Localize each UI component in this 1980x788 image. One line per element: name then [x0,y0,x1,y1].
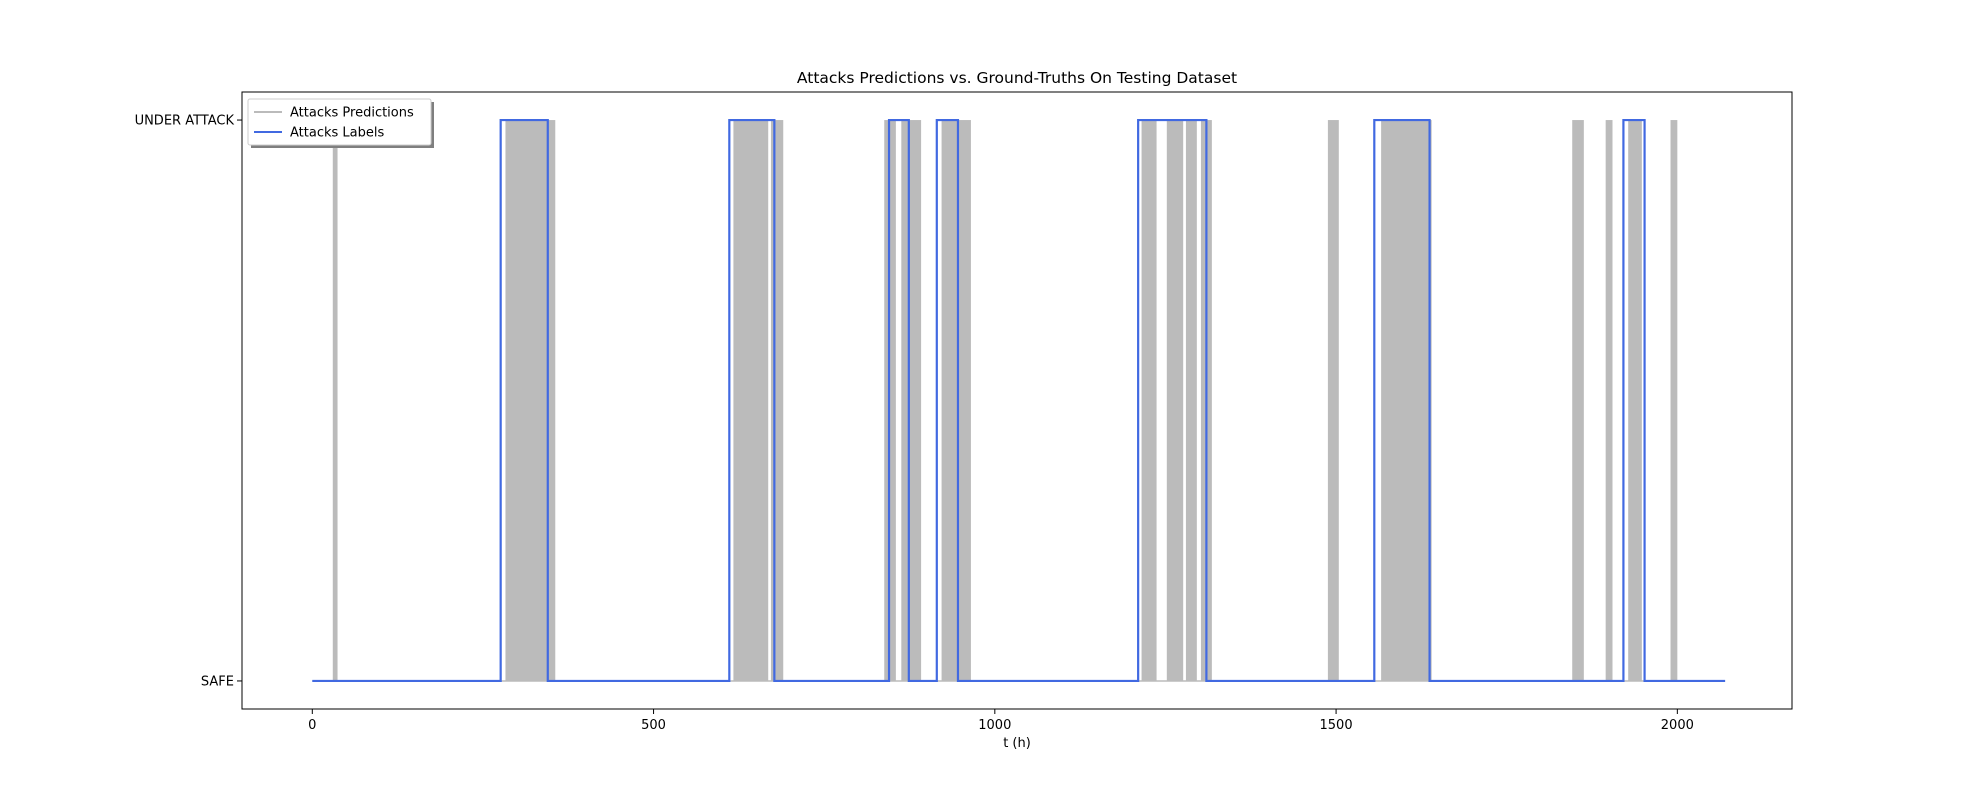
x-tick-label: 1000 [978,718,1011,733]
labels-line [312,118,1726,683]
x-tick-label: 1500 [1320,718,1353,733]
prediction-interval [1628,120,1642,681]
prediction-interval [1670,120,1678,681]
axes-frame [241,91,1793,710]
prediction-interval [941,120,971,681]
x-axis-label: t (h) [1003,736,1031,751]
x-tick-label: 500 [641,718,666,733]
prediction-interval [1185,120,1197,681]
prediction-interval [1381,120,1432,681]
prediction-interval [1141,120,1157,681]
x-ticks: 0 500 1000 1500 2000 [308,709,1694,733]
legend: Attacks Predictions Attacks Labels [247,98,434,148]
x-tick-label: 0 [308,718,316,733]
y-ticks: SAFE UNDER ATTACK [135,114,242,689]
prediction-interval [332,120,338,681]
prediction-interval [1572,120,1584,681]
labels-layer [312,118,1726,683]
legend-label-predictions: Attacks Predictions [290,106,414,121]
legend-box [247,98,432,146]
prediction-interval [1166,120,1184,681]
legend-label-labels: Attacks Labels [290,126,384,141]
prediction-interval [1605,120,1613,681]
x-tick-label: 2000 [1661,718,1694,733]
y-tick-label: UNDER ATTACK [135,114,235,129]
prediction-interval [733,120,769,681]
y-tick-label: SAFE [201,674,234,689]
prediction-interval [901,120,922,681]
chart-title: Attacks Predictions vs. Ground-Truths On… [797,69,1237,87]
prediction-interval [1327,120,1339,681]
prediction-interval [770,120,784,681]
